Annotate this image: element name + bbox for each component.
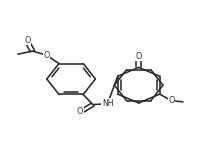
Text: NH: NH bbox=[102, 99, 113, 108]
Text: O: O bbox=[169, 96, 175, 105]
Text: O: O bbox=[77, 107, 83, 116]
Text: O: O bbox=[135, 52, 142, 61]
Text: O: O bbox=[43, 51, 49, 60]
Text: O: O bbox=[24, 36, 30, 45]
